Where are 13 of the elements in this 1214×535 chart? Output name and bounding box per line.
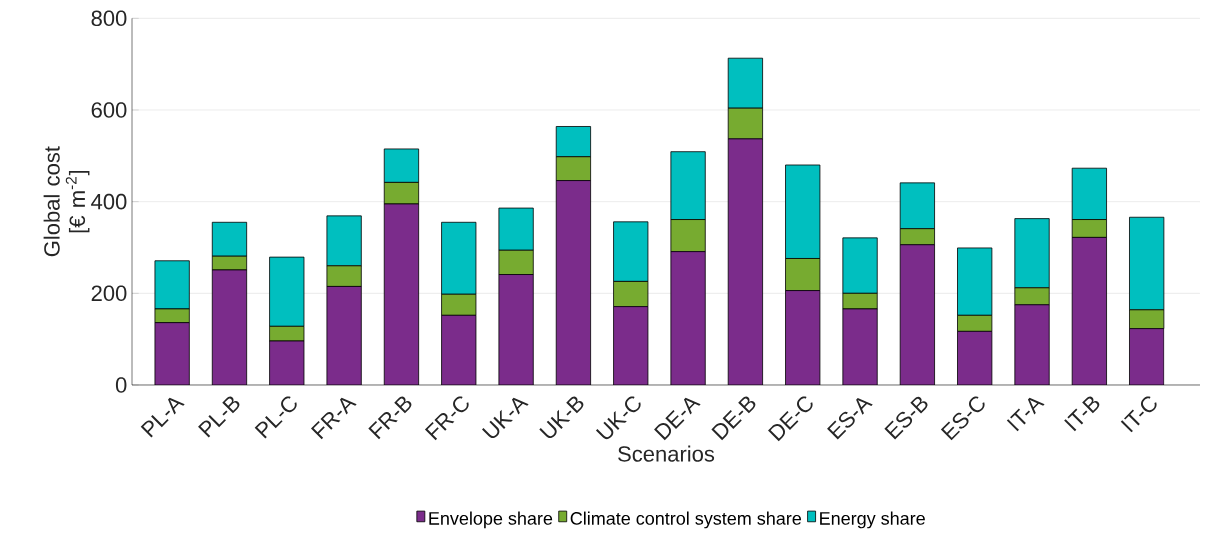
legend-label: Climate control system share bbox=[570, 511, 802, 529]
x-axis-title: Scenarios bbox=[618, 445, 715, 462]
y-tick-label: 400 bbox=[91, 193, 127, 210]
y-tick-label: 200 bbox=[91, 285, 127, 302]
legend-label: Envelope share bbox=[429, 511, 553, 529]
x-tick-label: IT-C bbox=[1120, 396, 1157, 433]
x-tick-label: IT-A bbox=[1006, 397, 1045, 432]
y-tick-label: 800 bbox=[91, 10, 127, 27]
y-tick-label: 600 bbox=[91, 102, 127, 118]
x-tick-label: IT-B bbox=[1064, 396, 1100, 432]
y-axis-title: Global cost [€ m$^{-2}$] bbox=[43, 146, 90, 257]
y-tick-label: 0 bbox=[115, 377, 127, 393]
legend-label: Energy share bbox=[820, 511, 925, 529]
